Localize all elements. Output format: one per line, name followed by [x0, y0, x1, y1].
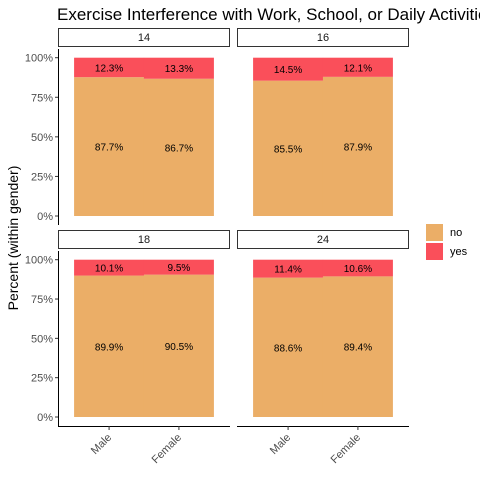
legend-key-yes [426, 243, 443, 260]
x-tick-label: Female [329, 432, 363, 466]
facet-strip [58, 28, 230, 47]
data-label-no: 87.7% [95, 143, 123, 154]
facet-panel-18: 18 0% 25% 50% 75% 100% 89.9% 10.1% Male 90.5% 9.5%… [25, 230, 230, 466]
facet-strip [237, 230, 409, 249]
y-tick-label: 25% [31, 171, 53, 183]
facet-strip-label: 18 [138, 234, 150, 246]
chart-title: Exercise Interference with Work, School,… [57, 5, 480, 24]
bar-yes-female [322, 259, 393, 277]
legend-label-no: no [450, 227, 462, 239]
facet-panel-14: 14 0% 25% 50% 75% 100% 87.7% 12.3% 86.7% 13.3% [25, 28, 230, 225]
data-label-no: 89.4% [344, 343, 372, 354]
bar-no-male [74, 275, 145, 417]
facet-strip-label: 16 [317, 32, 329, 44]
data-label-yes: 10.1% [95, 264, 123, 275]
y-axis-label: Percent (within gender) [5, 166, 21, 311]
facet-panel-24: 24 88.6% 11.4% Male 89.4% 10.6% Female [237, 230, 409, 466]
bar-no-male [253, 277, 324, 417]
y-tick-label: 50% [31, 333, 53, 345]
bar-yes-female [143, 57, 214, 79]
y-tick-label: 100% [25, 255, 53, 267]
y-tick-label: 0% [37, 211, 53, 223]
bar-no-female [322, 276, 393, 417]
data-label-yes: 12.1% [344, 63, 372, 74]
bar-no-female [143, 78, 214, 216]
x-tick-label: Male [268, 432, 293, 457]
y-tick-label: 100% [25, 53, 53, 65]
bar-yes-female [143, 259, 214, 275]
facet-strip [237, 28, 409, 47]
bar-yes-female [322, 57, 393, 77]
bar-no-male [74, 77, 145, 216]
y-tick-label: 50% [31, 132, 53, 144]
x-tick-label: Female [150, 432, 184, 466]
data-label-no: 87.9% [344, 142, 372, 153]
y-tick-label: 75% [31, 294, 53, 306]
data-label-no: 88.6% [274, 343, 302, 354]
facet-strip-label: 24 [317, 234, 329, 246]
data-label-no: 85.5% [274, 144, 302, 155]
data-label-no: 89.9% [95, 342, 123, 353]
y-tick-label: 75% [31, 92, 53, 104]
bar-no-female [322, 76, 393, 216]
bar-no-female [143, 274, 214, 417]
data-label-no: 90.5% [165, 342, 193, 353]
data-label-yes: 9.5% [168, 263, 191, 274]
legend-label-yes: yes [450, 246, 468, 258]
data-label-yes: 14.5% [274, 65, 302, 76]
bar-yes-male [253, 57, 324, 81]
bar-yes-male [253, 259, 324, 278]
data-label-yes: 13.3% [165, 64, 193, 75]
data-label-no: 86.7% [165, 143, 193, 154]
x-tick-label: Male [89, 432, 114, 457]
data-label-yes: 12.3% [95, 63, 123, 74]
facet-strip [58, 230, 230, 249]
bar-yes-male [74, 57, 145, 78]
bar-yes-male [74, 259, 145, 276]
facet-strip-label: 14 [138, 32, 150, 44]
facet-panels: 14 0% 25% 50% 75% 100% 87.7% 12.3% 86.7% 13.3% 16 8… [25, 28, 409, 466]
bar-no-male [253, 80, 324, 216]
y-tick-label: 0% [37, 412, 53, 424]
legend-key-no [426, 224, 443, 241]
y-tick-label: 25% [31, 373, 53, 385]
data-label-yes: 11.4% [274, 265, 302, 276]
data-label-yes: 10.6% [344, 264, 372, 275]
legend: no yes [426, 224, 468, 260]
facet-panel-16: 16 85.5% 14.5% 87.9% 12.1% [237, 28, 409, 216]
